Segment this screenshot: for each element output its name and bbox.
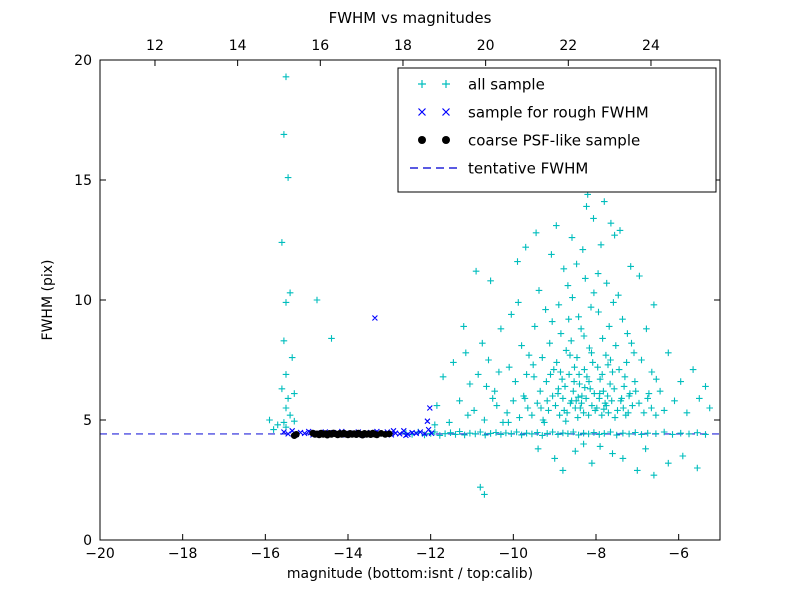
y-tick-label: 5	[83, 413, 92, 429]
axis-ticks: −20 −18 −16 −14 −12 −10 −8 −6 12 14 16 18 20 22 24 0 5 10…	[74, 38, 720, 562]
legend-x-marker	[418, 108, 450, 116]
legend-label: coarse PSF-like sample	[468, 132, 640, 150]
x-tick-label: −18	[168, 546, 198, 562]
legend-label: sample for rough FWHM	[468, 104, 649, 122]
series-dot-markers	[290, 429, 393, 439]
x-tick-label: −20	[85, 546, 115, 562]
top-tick-label: 18	[394, 38, 412, 54]
y-tick-label: 20	[74, 53, 92, 69]
series-x-markers	[281, 315, 435, 439]
y-tick-label: 10	[74, 293, 92, 309]
top-tick-label: 14	[229, 38, 247, 54]
x-tick-label: −6	[668, 546, 689, 562]
y-tick-label: 15	[74, 173, 92, 189]
x-tick-label: −8	[586, 546, 607, 562]
x-tick-label: −14	[333, 546, 363, 562]
legend-label: all sample	[468, 76, 545, 94]
chart-title: FWHM vs magnitudes	[328, 9, 492, 27]
y-axis-label: FWHM (pix)	[40, 259, 56, 341]
legend-plus-marker	[418, 80, 450, 88]
top-tick-label: 16	[311, 38, 329, 54]
x-tick-label: −16	[251, 546, 281, 562]
legend: all sample sample for rough FWHM coarse PS…	[397, 67, 717, 193]
top-tick-label: 22	[559, 38, 577, 54]
top-tick-label: 20	[477, 38, 495, 54]
legend-label: tentative FWHM	[468, 160, 588, 178]
x-tick-label: −10	[499, 546, 529, 562]
legend-dot-marker	[418, 136, 426, 144]
x-axis-label: magnitude (bottom:isnt / top:calib)	[286, 566, 534, 582]
x-tick-label: −12	[416, 546, 446, 562]
y-tick-label: 0	[83, 533, 92, 549]
legend-dot-marker	[442, 136, 450, 144]
top-tick-label: 12	[146, 38, 164, 54]
legend-box	[397, 67, 717, 193]
top-tick-label: 24	[642, 38, 660, 54]
